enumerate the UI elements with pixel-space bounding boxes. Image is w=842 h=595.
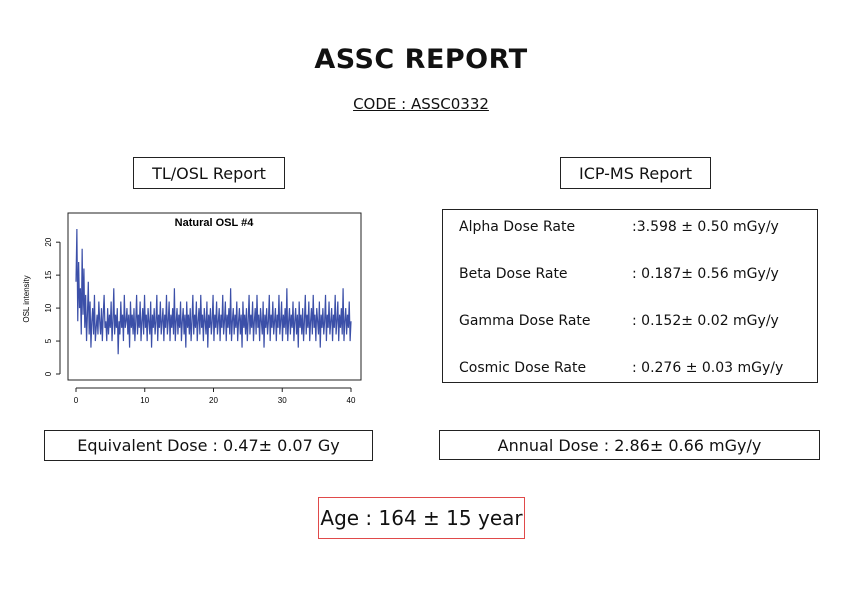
osl-series-line — [75, 228, 352, 355]
y-tick-label: 5 — [44, 338, 53, 343]
tlosl-report-header: TL/OSL Report — [133, 157, 285, 189]
x-tick-label: 20 — [209, 396, 218, 405]
chart-axes: 0 10 20 30 40 0 5 10 15 20 — [44, 237, 356, 405]
cosmic-dose-rate-value: : 0.276 ± 0.03 mGy/y — [632, 360, 784, 376]
age-result-box: Age : 164 ± 15 year — [318, 497, 525, 539]
chart-plot-frame — [67, 212, 362, 381]
beta-dose-rate-value: : 0.187± 0.56 mGy/y — [632, 266, 779, 282]
report-code: CODE : ASSC0332 — [353, 95, 489, 113]
x-tick-label: 0 — [74, 396, 79, 405]
beta-dose-rate-label: Beta Dose Rate — [459, 266, 568, 282]
osl-chart-svg: Natural OSL #4 OSL intensity 0 10 20 30 40 0 5… — [22, 212, 362, 405]
alpha-dose-rate-label: Alpha Dose Rate — [459, 219, 576, 235]
alpha-dose-rate-value: :3.598 ± 0.50 mGy/y — [632, 219, 779, 235]
y-tick-label: 15 — [44, 270, 53, 279]
gamma-dose-rate-label: Gamma Dose Rate — [459, 313, 591, 329]
y-tick-label: 0 — [44, 371, 53, 376]
gamma-dose-rate-value: : 0.152± 0.02 mGy/y — [632, 313, 779, 329]
equivalent-dose-box: Equivalent Dose : 0.47± 0.07 Gy — [44, 430, 373, 461]
y-tick-label: 20 — [44, 237, 53, 246]
x-tick-label: 40 — [347, 396, 356, 405]
report-title: ASSC REPORT — [314, 44, 528, 75]
y-tick-label: 10 — [44, 303, 53, 312]
cosmic-dose-rate-label: Cosmic Dose Rate — [459, 360, 587, 376]
osl-chart: Natural OSL #4 OSL intensity 0 10 20 30 40 0 5… — [18, 207, 368, 407]
annual-dose-box: Annual Dose : 2.86± 0.66 mGy/y — [439, 430, 820, 460]
chart-y-label: OSL intensity — [22, 275, 31, 322]
x-tick-label: 30 — [278, 396, 287, 405]
dose-rate-table: Alpha Dose Rate :3.598 ± 0.50 mGy/y Beta… — [442, 209, 818, 383]
chart-title: Natural OSL #4 — [175, 217, 255, 229]
x-tick-label: 10 — [140, 396, 149, 405]
icpms-report-header: ICP-MS Report — [560, 157, 711, 189]
